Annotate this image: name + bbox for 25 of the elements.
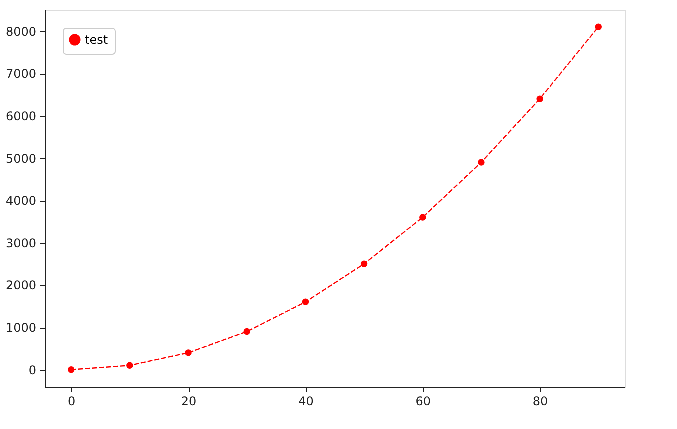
y-tick-label: 7000 <box>6 67 36 82</box>
x-tick-label: 80 <box>532 394 548 408</box>
x-tick-label: 60 <box>416 394 432 408</box>
y-tick-label: 2000 <box>6 278 36 293</box>
point <box>126 362 134 369</box>
legend-label: test <box>85 33 108 47</box>
y-tick-label: 4000 <box>6 194 36 208</box>
y-tick-label: 8000 <box>6 24 36 39</box>
point <box>185 350 192 356</box>
point <box>302 298 310 306</box>
y-tick-label: 0 <box>28 363 36 378</box>
point <box>68 366 75 374</box>
point <box>536 96 544 102</box>
y-tick-label: 1000 <box>6 321 36 336</box>
point <box>360 260 368 268</box>
point <box>595 24 602 30</box>
y-tick-label: 5000 <box>6 152 36 166</box>
x-tick-label: 20 <box>181 394 197 408</box>
point <box>478 159 485 166</box>
point <box>420 214 426 221</box>
x-tick-label: 0 <box>68 394 76 408</box>
y-tick-label: 3000 <box>6 236 36 250</box>
y-tick-label: 6000 <box>6 109 36 124</box>
x-tick-label: 40 <box>298 394 314 408</box>
point <box>244 328 250 336</box>
